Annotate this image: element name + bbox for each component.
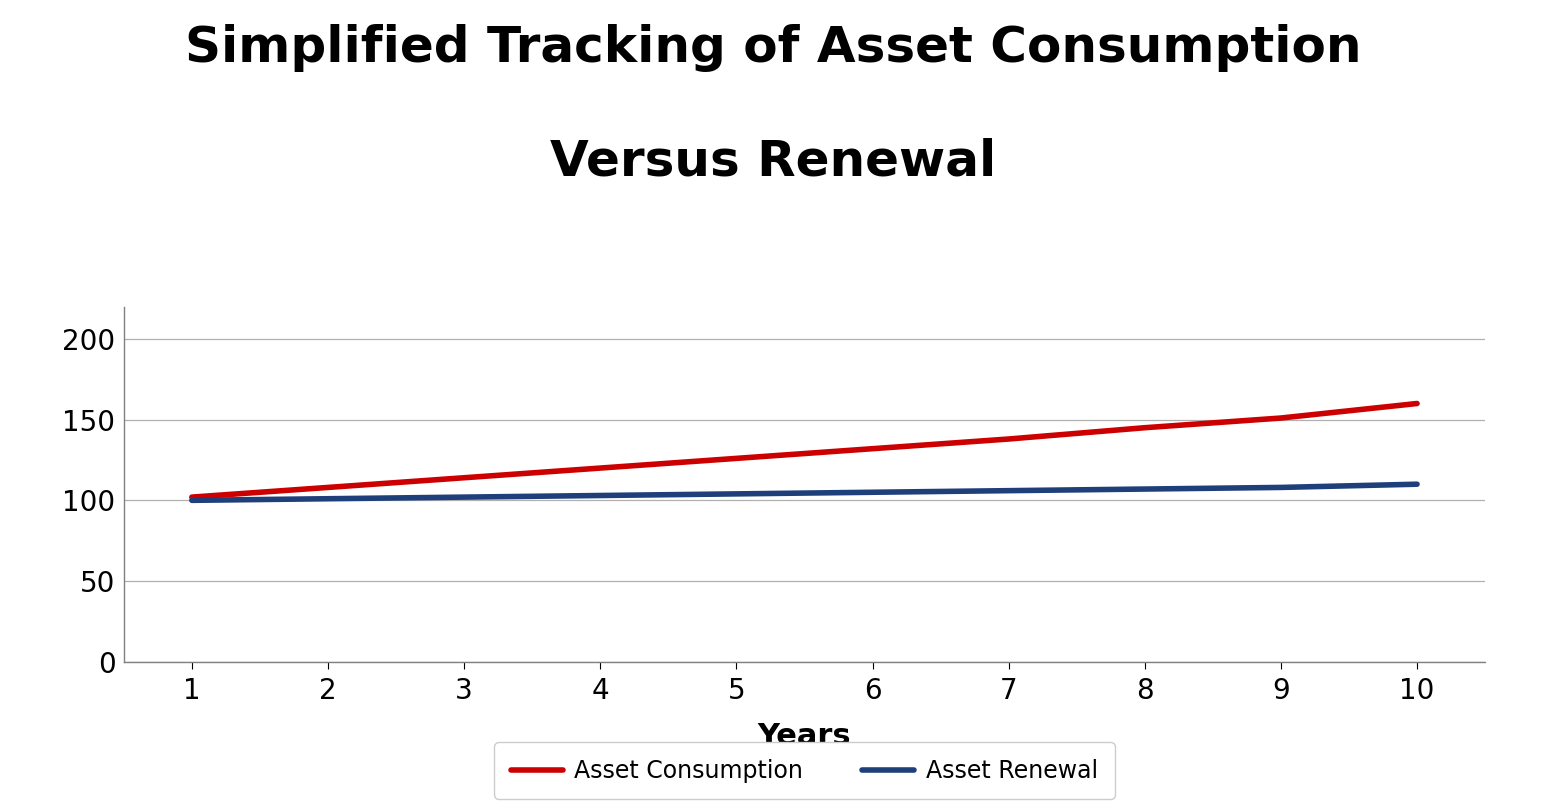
Asset Consumption [999, 434, 1018, 444]
Asset Renewal [319, 494, 337, 504]
Asset Renewal [455, 492, 473, 502]
Asset Renewal [183, 495, 201, 505]
Asset Renewal [591, 491, 610, 500]
Asset Consumption [591, 463, 610, 473]
Asset Consumption [727, 454, 746, 463]
Asset Consumption [319, 483, 337, 492]
Asset Consumption [1408, 399, 1426, 408]
Asset Consumption [1135, 423, 1154, 433]
Text: Versus Renewal: Versus Renewal [551, 137, 996, 185]
Asset Renewal [999, 486, 1018, 495]
Text: Simplified Tracking of Asset Consumption: Simplified Tracking of Asset Consumption [186, 24, 1361, 72]
Asset Consumption [183, 492, 201, 502]
Asset Renewal [1408, 479, 1426, 489]
Line: Asset Renewal: Asset Renewal [192, 484, 1417, 500]
Asset Renewal [1272, 483, 1290, 492]
Asset Renewal [727, 489, 746, 499]
X-axis label: Years: Years [758, 721, 851, 751]
Line: Asset Consumption: Asset Consumption [192, 404, 1417, 497]
Asset Renewal [863, 487, 882, 497]
Asset Consumption [863, 444, 882, 454]
Asset Renewal [1135, 484, 1154, 494]
Asset Consumption [455, 473, 473, 483]
Legend: Asset Consumption, Asset Renewal: Asset Consumption, Asset Renewal [493, 742, 1115, 799]
Asset Consumption [1272, 413, 1290, 423]
